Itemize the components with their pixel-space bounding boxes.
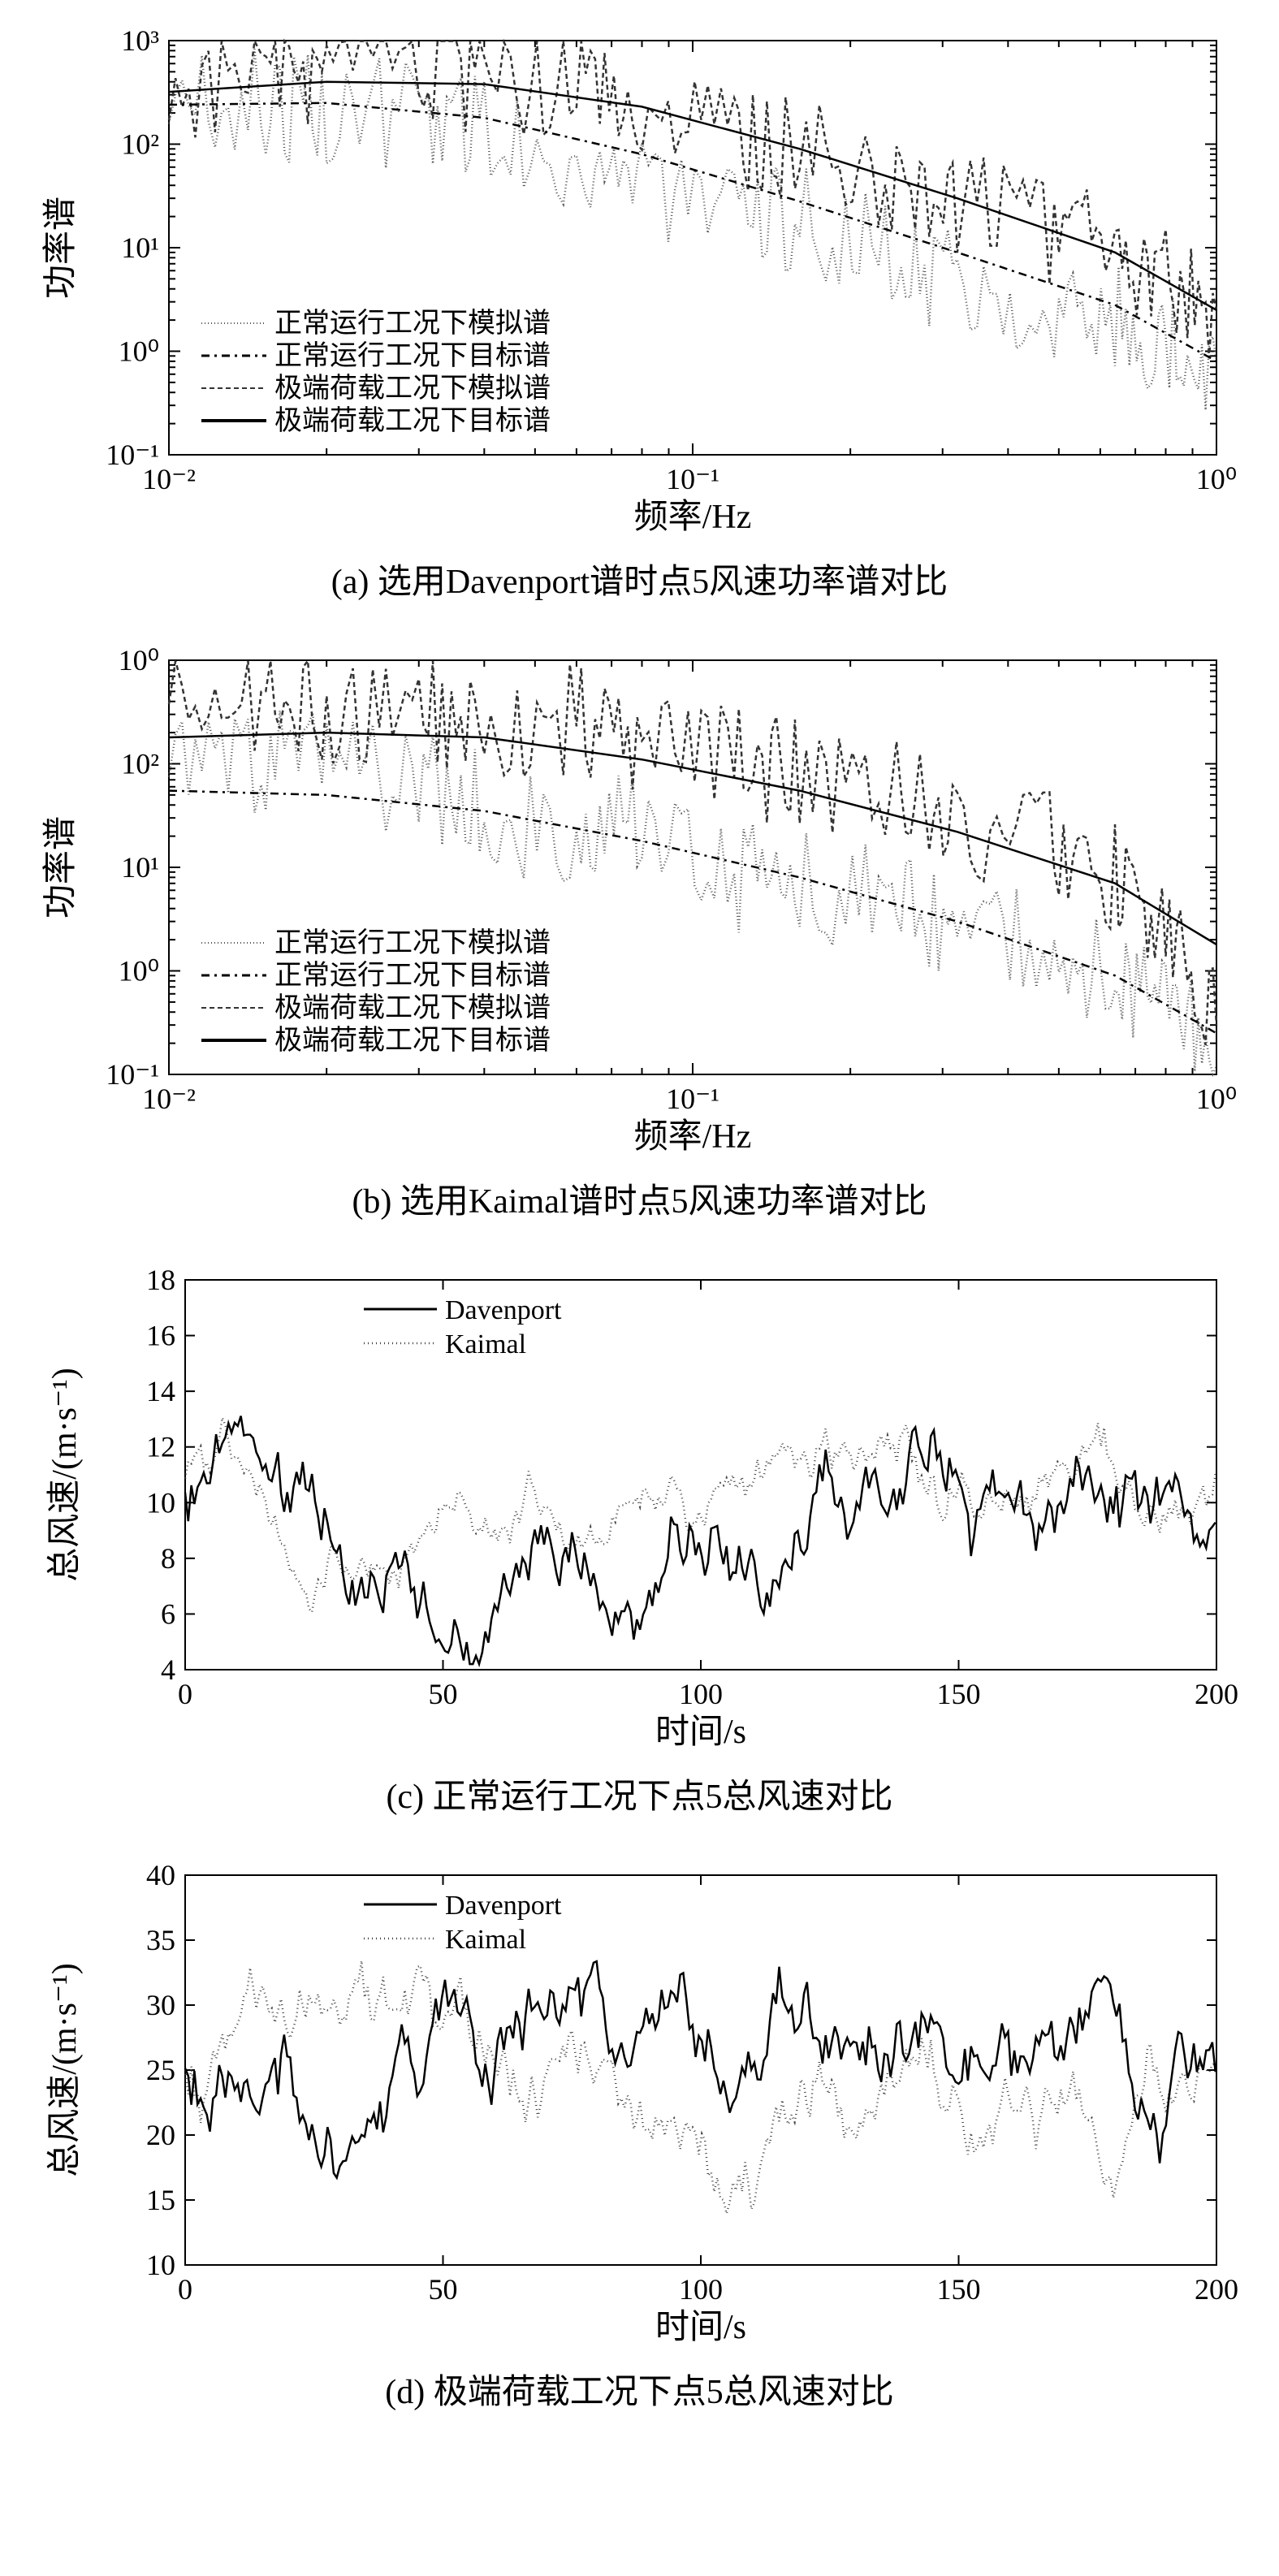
svg-text:6: 6: [161, 1597, 175, 1630]
svg-text:10⁻¹: 10⁻¹: [666, 463, 719, 495]
svg-text:10¹: 10¹: [121, 851, 159, 884]
svg-text:20: 20: [146, 2119, 175, 2151]
svg-text:50: 50: [428, 1678, 457, 1710]
svg-text:150: 150: [936, 2273, 980, 2306]
svg-text:10: 10: [146, 1486, 175, 1519]
svg-text:50: 50: [428, 2273, 457, 2306]
svg-text:频率/Hz: 频率/Hz: [633, 498, 751, 536]
svg-text:Kaimal: Kaimal: [445, 1925, 526, 1955]
svg-text:功率谱: 功率谱: [41, 197, 80, 299]
svg-text:35: 35: [146, 1924, 175, 1956]
panel-c: 0 50 100 150 200 4 6 8 10 12 14 16 18 时间/s 总风速/(m·s⁻¹)…: [16, 1256, 1263, 1818]
svg-text:10⁻¹: 10⁻¹: [106, 439, 159, 471]
svg-text:正常运行工况下模拟谱: 正常运行工况下模拟谱: [274, 308, 551, 339]
svg-text:10⁰: 10⁰: [118, 335, 158, 368]
svg-text:极端荷载工况下模拟谱: 极端荷载工况下模拟谱: [274, 992, 551, 1023]
svg-text:总风速/(m·s⁻¹): 总风速/(m·s⁻¹): [46, 1368, 84, 1581]
chart-d: 0 50 100 150 200 10 15 20 25 30 35 40 时间/s 总风速/(m·s⁻¹…: [31, 1851, 1249, 2354]
svg-text:10³: 10³: [121, 24, 159, 57]
caption-a: (a) 选用Davenport谱时点5风速功率谱对比: [16, 554, 1263, 603]
svg-text:总风速/(m·s⁻¹): 总风速/(m·s⁻¹): [46, 1963, 84, 2176]
svg-text:10⁰: 10⁰: [1195, 463, 1236, 495]
svg-text:200: 200: [1195, 1678, 1238, 1710]
chart-b: 10⁻²10⁻¹10⁰10⁻¹10⁰10¹10²10⁰频率/Hz功率谱正常运行工…: [31, 636, 1249, 1164]
svg-text:0: 0: [178, 1678, 192, 1710]
svg-text:正常运行工况下目标谱: 正常运行工况下目标谱: [274, 960, 551, 991]
svg-text:10¹: 10¹: [121, 231, 159, 264]
svg-text:4: 4: [161, 1653, 175, 1686]
caption-c: (c) 正常运行工况下点5总风速对比: [16, 1769, 1263, 1818]
svg-text:时间/s: 时间/s: [655, 2309, 745, 2346]
svg-text:0: 0: [178, 2273, 192, 2306]
svg-text:极端荷载工况下模拟谱: 极端荷载工况下模拟谱: [274, 373, 551, 404]
svg-text:100: 100: [679, 1678, 723, 1710]
svg-text:14: 14: [146, 1375, 175, 1407]
svg-text:150: 150: [936, 1678, 980, 1710]
svg-text:10⁻¹: 10⁻¹: [106, 1058, 159, 1091]
svg-text:100: 100: [679, 2273, 723, 2306]
svg-text:10⁰: 10⁰: [118, 955, 158, 988]
svg-text:极端荷载工况下目标谱: 极端荷载工况下目标谱: [274, 405, 551, 436]
svg-text:18: 18: [146, 1264, 175, 1296]
svg-text:Kaimal: Kaimal: [445, 1329, 526, 1359]
caption-d: (d) 极端荷载工况下点5总风速对比: [16, 2364, 1263, 2414]
caption-b: (b) 选用Kaimal谱时点5风速功率谱对比: [16, 1173, 1263, 1223]
svg-text:极端荷载工况下目标谱: 极端荷载工况下目标谱: [274, 1025, 551, 1056]
svg-text:10: 10: [146, 2249, 175, 2281]
svg-text:10⁻¹: 10⁻¹: [666, 1083, 719, 1115]
chart-c: 0 50 100 150 200 4 6 8 10 12 14 16 18 时间/s 总风速/(m·s⁻¹)…: [31, 1256, 1249, 1759]
svg-text:正常运行工况下目标谱: 正常运行工况下目标谱: [274, 340, 551, 371]
svg-text:12: 12: [146, 1431, 175, 1463]
panel-b: 10⁻²10⁻¹10⁰10⁻¹10⁰10¹10²10⁰频率/Hz功率谱正常运行工…: [16, 636, 1263, 1223]
svg-text:25: 25: [146, 2054, 175, 2086]
svg-text:正常运行工况下模拟谱: 正常运行工况下模拟谱: [274, 927, 551, 958]
svg-text:10²: 10²: [121, 748, 159, 780]
svg-text:8: 8: [161, 1542, 175, 1575]
svg-text:频率/Hz: 频率/Hz: [633, 1117, 751, 1156]
svg-text:30: 30: [146, 1989, 175, 2021]
svg-text:Davenport: Davenport: [445, 1891, 562, 1921]
svg-text:15: 15: [146, 2184, 175, 2216]
svg-text:10⁰: 10⁰: [1195, 1083, 1236, 1115]
svg-text:Davenport: Davenport: [445, 1295, 562, 1325]
svg-text:时间/s: 时间/s: [655, 1714, 745, 1751]
chart-a: 10⁻²10⁻¹10⁰10⁻¹10⁰10¹10²10³频率/Hz功率谱正常运行工…: [31, 16, 1249, 544]
svg-text:40: 40: [146, 1859, 175, 1891]
svg-text:16: 16: [146, 1320, 175, 1352]
panel-d: 0 50 100 150 200 10 15 20 25 30 35 40 时间/s 总风速/(m·s⁻¹…: [16, 1851, 1263, 2414]
panel-a: 10⁻²10⁻¹10⁰10⁻¹10⁰10¹10²10³频率/Hz功率谱正常运行工…: [16, 16, 1263, 603]
svg-text:200: 200: [1195, 2273, 1238, 2306]
svg-text:功率谱: 功率谱: [41, 816, 80, 918]
svg-text:10²: 10²: [121, 128, 159, 161]
svg-text:10⁰: 10⁰: [118, 644, 158, 676]
